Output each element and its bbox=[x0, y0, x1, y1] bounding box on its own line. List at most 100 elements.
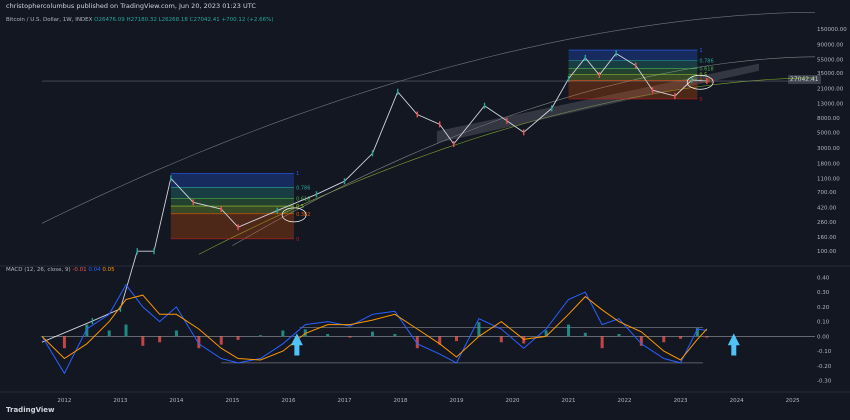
macd-label: MACD (12, 26, close, 9) bbox=[6, 267, 71, 273]
fib-zone bbox=[170, 173, 295, 188]
price-tick-label: 8000.00 bbox=[817, 116, 840, 122]
time-tick-label: 2023 bbox=[674, 398, 688, 404]
signal-line bbox=[41, 294, 708, 361]
macd-hist-bar bbox=[477, 322, 481, 337]
time-tick-label: 2020 bbox=[506, 398, 520, 404]
upper-arc-line bbox=[41, 12, 816, 224]
fib-retracement-2014: 1 0.786 0.618 0.5 0.382 0 bbox=[170, 171, 310, 243]
macd-tick-label: 0.10 bbox=[817, 320, 830, 326]
time-tick-label: 2015 bbox=[225, 398, 239, 404]
macd-hist-bar bbox=[705, 336, 709, 338]
macd-hist-bar bbox=[455, 336, 459, 342]
fib-zone bbox=[568, 60, 698, 69]
macd-hist-bar bbox=[662, 336, 666, 343]
price-tick-label: 35000.00 bbox=[817, 71, 844, 77]
up-arrow-icon bbox=[727, 333, 740, 356]
macd-hist-bar bbox=[679, 336, 683, 339]
fib-level-label: 1 bbox=[296, 171, 299, 177]
fib-level-label: 0 bbox=[296, 237, 299, 243]
macd-hist-bar bbox=[415, 336, 419, 349]
price-tick-label: 150000.00 bbox=[817, 27, 847, 33]
fib-zone bbox=[170, 187, 295, 199]
price-tick-label: 260.00 bbox=[817, 220, 837, 226]
symbol-legend: Bitcoin / U.S. Dollar, 1W, INDEX O26476.… bbox=[6, 17, 273, 23]
price-tick-label: 3000.00 bbox=[817, 146, 840, 152]
up-arrow-icon bbox=[290, 333, 303, 356]
macd-hist-bar bbox=[124, 324, 128, 337]
time-tick-label: 2018 bbox=[393, 398, 407, 404]
macd-hist-bar bbox=[522, 336, 526, 344]
fib-level-label: 1 bbox=[699, 48, 702, 54]
macd-hist-bar bbox=[583, 332, 587, 337]
macd-tick-label: 0.20 bbox=[817, 305, 830, 311]
fib-level-label: 0.618 bbox=[296, 196, 310, 202]
macd-hist-bar bbox=[348, 336, 352, 338]
price-tick-label: 160.00 bbox=[817, 235, 837, 241]
macd-hist-bar bbox=[197, 336, 201, 349]
ohlc-values: O26476.09 H27180.32 L26268.18 C27042.41 … bbox=[94, 17, 274, 23]
macd-tick-label: -0.30 bbox=[817, 379, 832, 385]
fib-level-label: 0.786 bbox=[699, 59, 713, 65]
macd-tick-label: 0.40 bbox=[817, 275, 830, 281]
fib-level-label: 0.618 bbox=[699, 67, 713, 73]
fib-zone bbox=[170, 206, 295, 214]
macd-hist-bar bbox=[107, 330, 111, 337]
tradingview-logo: TradingView bbox=[6, 406, 55, 414]
macd-hist-bar bbox=[236, 336, 240, 340]
macd-hist-bar bbox=[258, 335, 262, 337]
fib-level-label: 0.786 bbox=[296, 185, 310, 191]
time-tick-label: 2014 bbox=[169, 398, 183, 404]
time-tick-label: 2024 bbox=[730, 398, 744, 404]
price-tick-label: 420.00 bbox=[817, 206, 837, 212]
macd-hist-bar bbox=[438, 336, 442, 345]
last-price-tag: 27042.41 bbox=[788, 75, 821, 84]
fib-zone bbox=[170, 198, 295, 207]
macd-tick-label: 0.30 bbox=[817, 290, 830, 296]
publisher-line: christophercolumbus published on Trading… bbox=[6, 2, 256, 10]
channel-band bbox=[436, 63, 759, 144]
price-tick-label: 100.00 bbox=[817, 249, 837, 255]
fib-level-label: 0 bbox=[699, 97, 702, 103]
signal-value: 0.05 bbox=[102, 267, 115, 273]
macd-line bbox=[41, 283, 707, 375]
macd-hist-bar bbox=[499, 336, 503, 343]
fib-level-label: 0.5 bbox=[296, 204, 304, 210]
macd-hist-bar bbox=[85, 324, 89, 337]
macd-hist-bar bbox=[617, 334, 621, 337]
highlight-ellipse bbox=[281, 207, 307, 223]
fib-zone bbox=[568, 74, 698, 81]
price-tick-label: 21000.00 bbox=[817, 87, 844, 93]
macd-hist-bar bbox=[393, 334, 397, 337]
price-tick-label: 700.00 bbox=[817, 190, 837, 196]
fib-level-label: 0.382 bbox=[296, 212, 310, 218]
macd-hist-bar bbox=[303, 329, 307, 337]
price-tick-label: 5000.00 bbox=[817, 130, 840, 136]
time-tick-label: 2021 bbox=[562, 398, 576, 404]
fib-zone bbox=[568, 68, 698, 75]
channel-arc-line bbox=[232, 56, 816, 246]
macd-hist-bar bbox=[62, 336, 66, 349]
macd-hist-bar bbox=[219, 336, 223, 345]
macd-hist-bar bbox=[544, 330, 548, 337]
price-tick-label: 1100.00 bbox=[817, 176, 840, 182]
price-line bbox=[41, 52, 707, 343]
time-tick-label: 2013 bbox=[113, 398, 127, 404]
price-tick-label: 90000.00 bbox=[817, 43, 844, 49]
macd-hist-value: -0.01 bbox=[72, 267, 87, 273]
fib-zone bbox=[568, 80, 698, 99]
symbol-title: Bitcoin / U.S. Dollar, 1W, INDEX bbox=[6, 17, 93, 23]
macd-hist-bar bbox=[281, 330, 285, 337]
macd-hist-bar bbox=[567, 324, 571, 337]
price-tick-label: 1800.00 bbox=[817, 161, 840, 167]
time-tick-label: 2022 bbox=[618, 398, 632, 404]
time-tick-label: 2012 bbox=[57, 398, 71, 404]
macd-hist-bar bbox=[158, 336, 162, 343]
macd-hist-bar bbox=[600, 336, 604, 349]
time-tick-label: 2017 bbox=[337, 398, 351, 404]
macd-hist-bar bbox=[141, 336, 145, 346]
price-tick-label: 13000.00 bbox=[817, 101, 844, 107]
macd-hist-bar bbox=[174, 330, 178, 337]
time-tick-label: 2016 bbox=[281, 398, 295, 404]
